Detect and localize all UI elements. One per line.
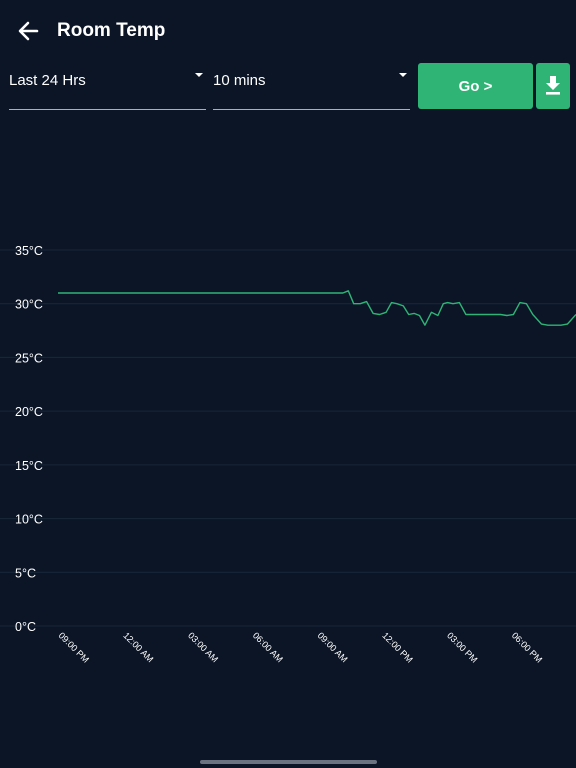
- time-range-dropdown[interactable]: Last 24 Hrs: [9, 64, 206, 110]
- caret-down-icon: [195, 73, 203, 77]
- y-tick-label: 15°C: [15, 459, 43, 473]
- back-button[interactable]: [16, 18, 42, 44]
- time-range-value: Last 24 Hrs: [9, 72, 86, 89]
- y-tick-label: 0°C: [15, 620, 36, 634]
- x-tick-label: 12:00 AM: [121, 630, 155, 664]
- x-tick-label: 06:00 AM: [251, 630, 285, 664]
- go-button[interactable]: Go >: [418, 63, 533, 109]
- temperature-series-line: [58, 290, 576, 326]
- interval-dropdown[interactable]: 10 mins: [213, 64, 410, 110]
- x-tick-label: 03:00 PM: [445, 630, 479, 664]
- y-tick-label: 30°C: [15, 298, 43, 312]
- y-tick-label: 25°C: [15, 351, 43, 365]
- home-indicator[interactable]: [200, 760, 377, 764]
- y-tick-label: 10°C: [15, 513, 43, 527]
- x-tick-label: 12:00 PM: [380, 630, 414, 664]
- x-tick-label: 03:00 AM: [186, 630, 220, 664]
- download-icon: [546, 76, 560, 95]
- x-tick-label: 06:00 PM: [510, 630, 544, 664]
- app-header: Room Temp: [0, 0, 576, 62]
- temperature-chart: 35°C 30°C 25°C 20°C 15°C 10°C 5°C 0°C 09:00 PM 12…: [0, 244, 576, 665]
- x-tick-label: 09:00 PM: [57, 630, 91, 664]
- x-tick-label: 09:00 AM: [316, 630, 350, 664]
- caret-down-icon: [399, 73, 407, 77]
- y-tick-label: 35°C: [15, 244, 43, 258]
- y-tick-label: 20°C: [15, 405, 43, 419]
- y-tick-label: 5°C: [15, 566, 36, 580]
- page-title: Room Temp: [57, 20, 166, 41]
- download-button[interactable]: [536, 63, 570, 109]
- arrow-left-icon: [18, 21, 39, 41]
- interval-value: 10 mins: [213, 72, 266, 89]
